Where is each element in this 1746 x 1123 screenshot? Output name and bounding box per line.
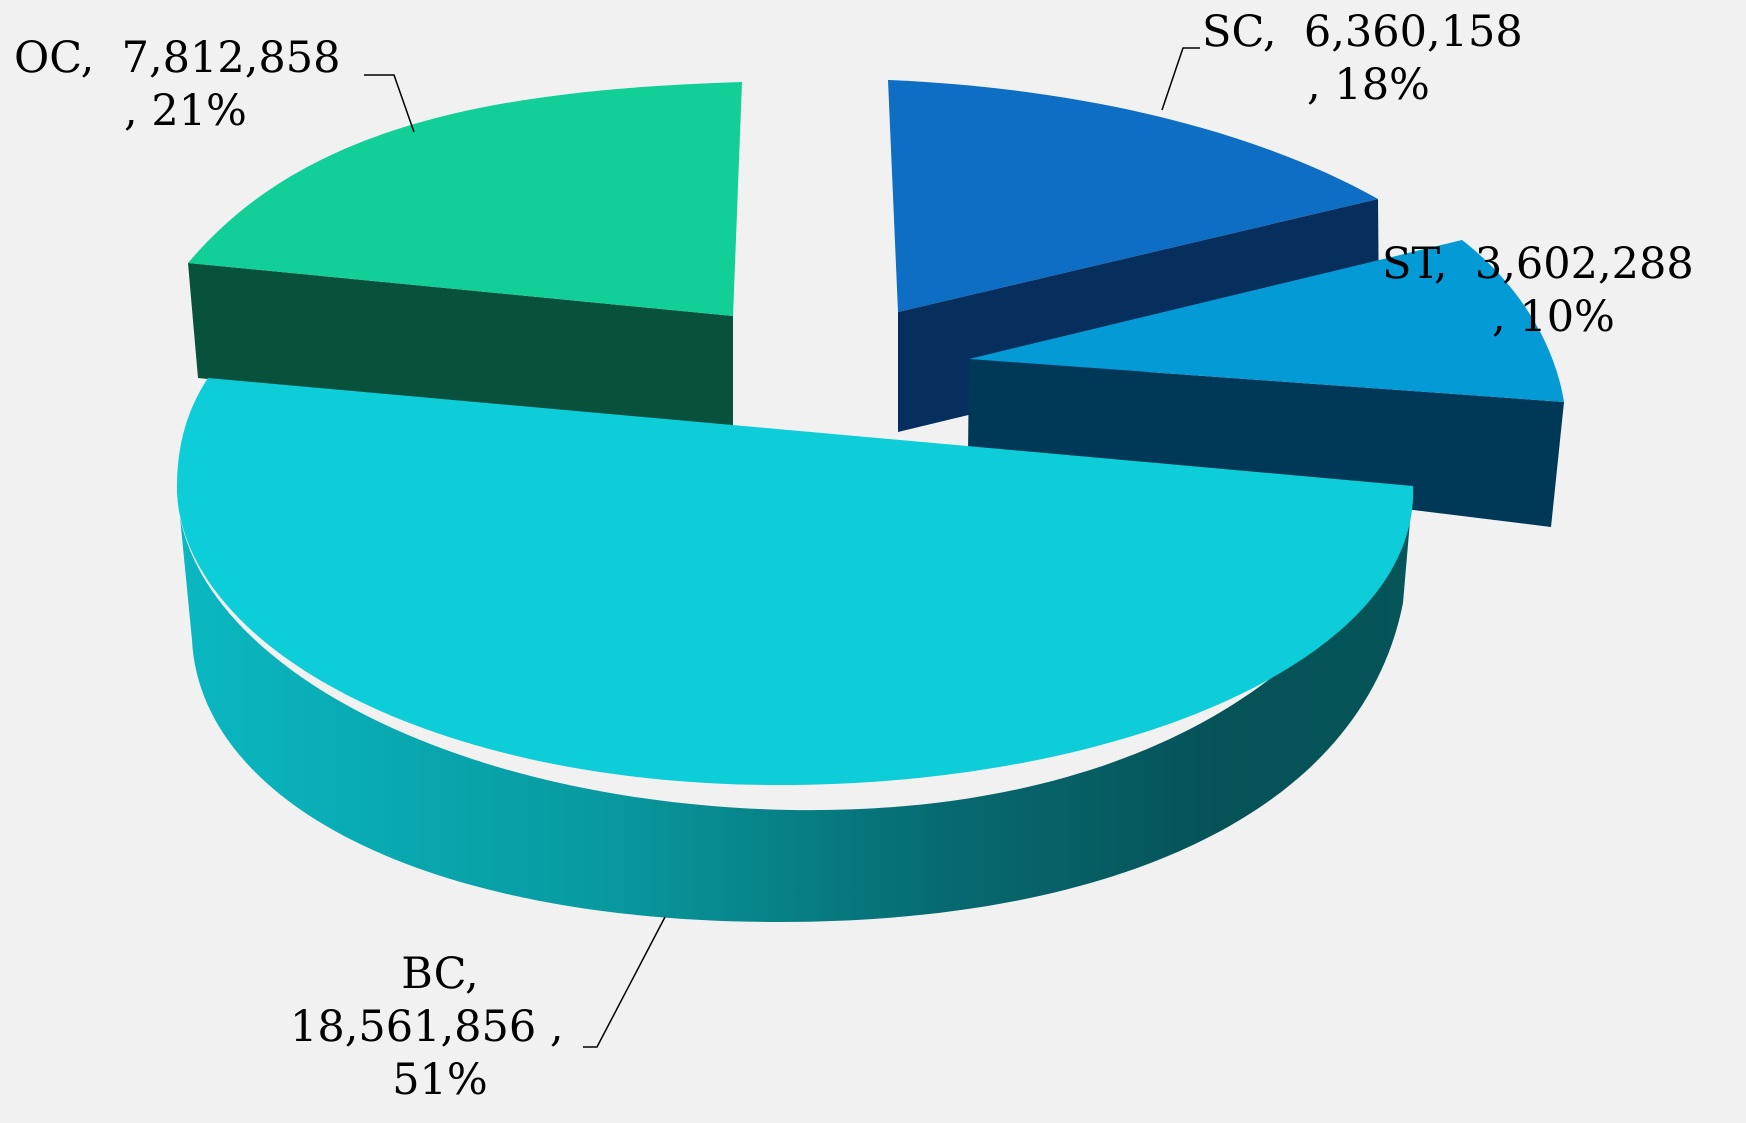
slice-sc-top <box>888 80 1378 312</box>
slice-label-sc: SC, 6,360,158 , 18% <box>1202 7 1523 110</box>
leader-line-bc <box>583 916 666 1048</box>
slice-label-bc: BC, 18,561,856 , 51% <box>290 949 564 1105</box>
slice-label-oc: OC, 7,812,858 , 21% <box>14 33 341 136</box>
slice-st-side <box>968 359 1564 527</box>
slice-bc-top <box>177 378 1414 785</box>
slice-st-top <box>969 240 1564 402</box>
slice-bc-side <box>177 486 1413 922</box>
slice-oc-top <box>188 82 742 316</box>
slice-label-st: ST, 3,602,288 , 10% <box>1382 239 1694 342</box>
leader-line-sc <box>1161 47 1200 111</box>
leader-line-oc <box>364 74 415 133</box>
